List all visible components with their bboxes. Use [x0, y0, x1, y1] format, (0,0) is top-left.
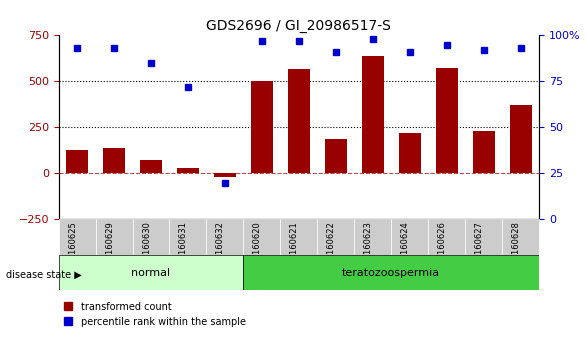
Bar	[472, 131, 495, 173]
FancyBboxPatch shape	[59, 219, 96, 255]
FancyBboxPatch shape	[243, 255, 539, 290]
Bar	[177, 168, 199, 173]
Text: GSM160624: GSM160624	[401, 221, 410, 272]
Text: GSM160620: GSM160620	[253, 221, 262, 272]
Bar	[398, 133, 421, 173]
FancyBboxPatch shape	[428, 219, 465, 255]
Bar	[103, 148, 125, 173]
FancyBboxPatch shape	[391, 219, 428, 255]
FancyBboxPatch shape	[318, 219, 355, 255]
Text: GSM160622: GSM160622	[327, 221, 336, 272]
Bar	[251, 81, 273, 173]
Text: teratozoospermia: teratozoospermia	[342, 268, 440, 278]
Text: GSM160629: GSM160629	[105, 221, 114, 272]
Bar	[140, 160, 162, 173]
Bar	[325, 139, 347, 173]
Bar	[66, 149, 88, 173]
Bar	[510, 105, 532, 173]
Text: GSM160628: GSM160628	[512, 221, 520, 272]
FancyBboxPatch shape	[96, 219, 132, 255]
Text: GSM160623: GSM160623	[364, 221, 373, 272]
FancyBboxPatch shape	[465, 219, 502, 255]
FancyBboxPatch shape	[206, 219, 243, 255]
FancyBboxPatch shape	[280, 219, 318, 255]
FancyBboxPatch shape	[502, 219, 539, 255]
Text: GSM160625: GSM160625	[68, 221, 77, 272]
Bar	[435, 68, 458, 173]
Legend: transformed count, percentile rank within the sample: transformed count, percentile rank withi…	[63, 302, 246, 327]
Text: GSM160632: GSM160632	[216, 221, 225, 272]
Text: GSM160621: GSM160621	[290, 221, 299, 272]
Bar	[362, 56, 384, 173]
Title: GDS2696 / GI_20986517-S: GDS2696 / GI_20986517-S	[206, 19, 391, 33]
FancyBboxPatch shape	[169, 219, 206, 255]
Text: GSM160630: GSM160630	[142, 221, 151, 272]
FancyBboxPatch shape	[243, 219, 280, 255]
FancyBboxPatch shape	[132, 219, 169, 255]
Bar	[288, 69, 310, 173]
Text: disease state ▶: disease state ▶	[6, 269, 81, 279]
FancyBboxPatch shape	[355, 219, 391, 255]
Text: GSM160626: GSM160626	[438, 221, 447, 272]
Text: GSM160631: GSM160631	[179, 221, 188, 272]
Bar	[214, 173, 236, 177]
Text: GSM160627: GSM160627	[475, 221, 483, 272]
Text: normal: normal	[131, 268, 171, 278]
FancyBboxPatch shape	[59, 255, 243, 290]
